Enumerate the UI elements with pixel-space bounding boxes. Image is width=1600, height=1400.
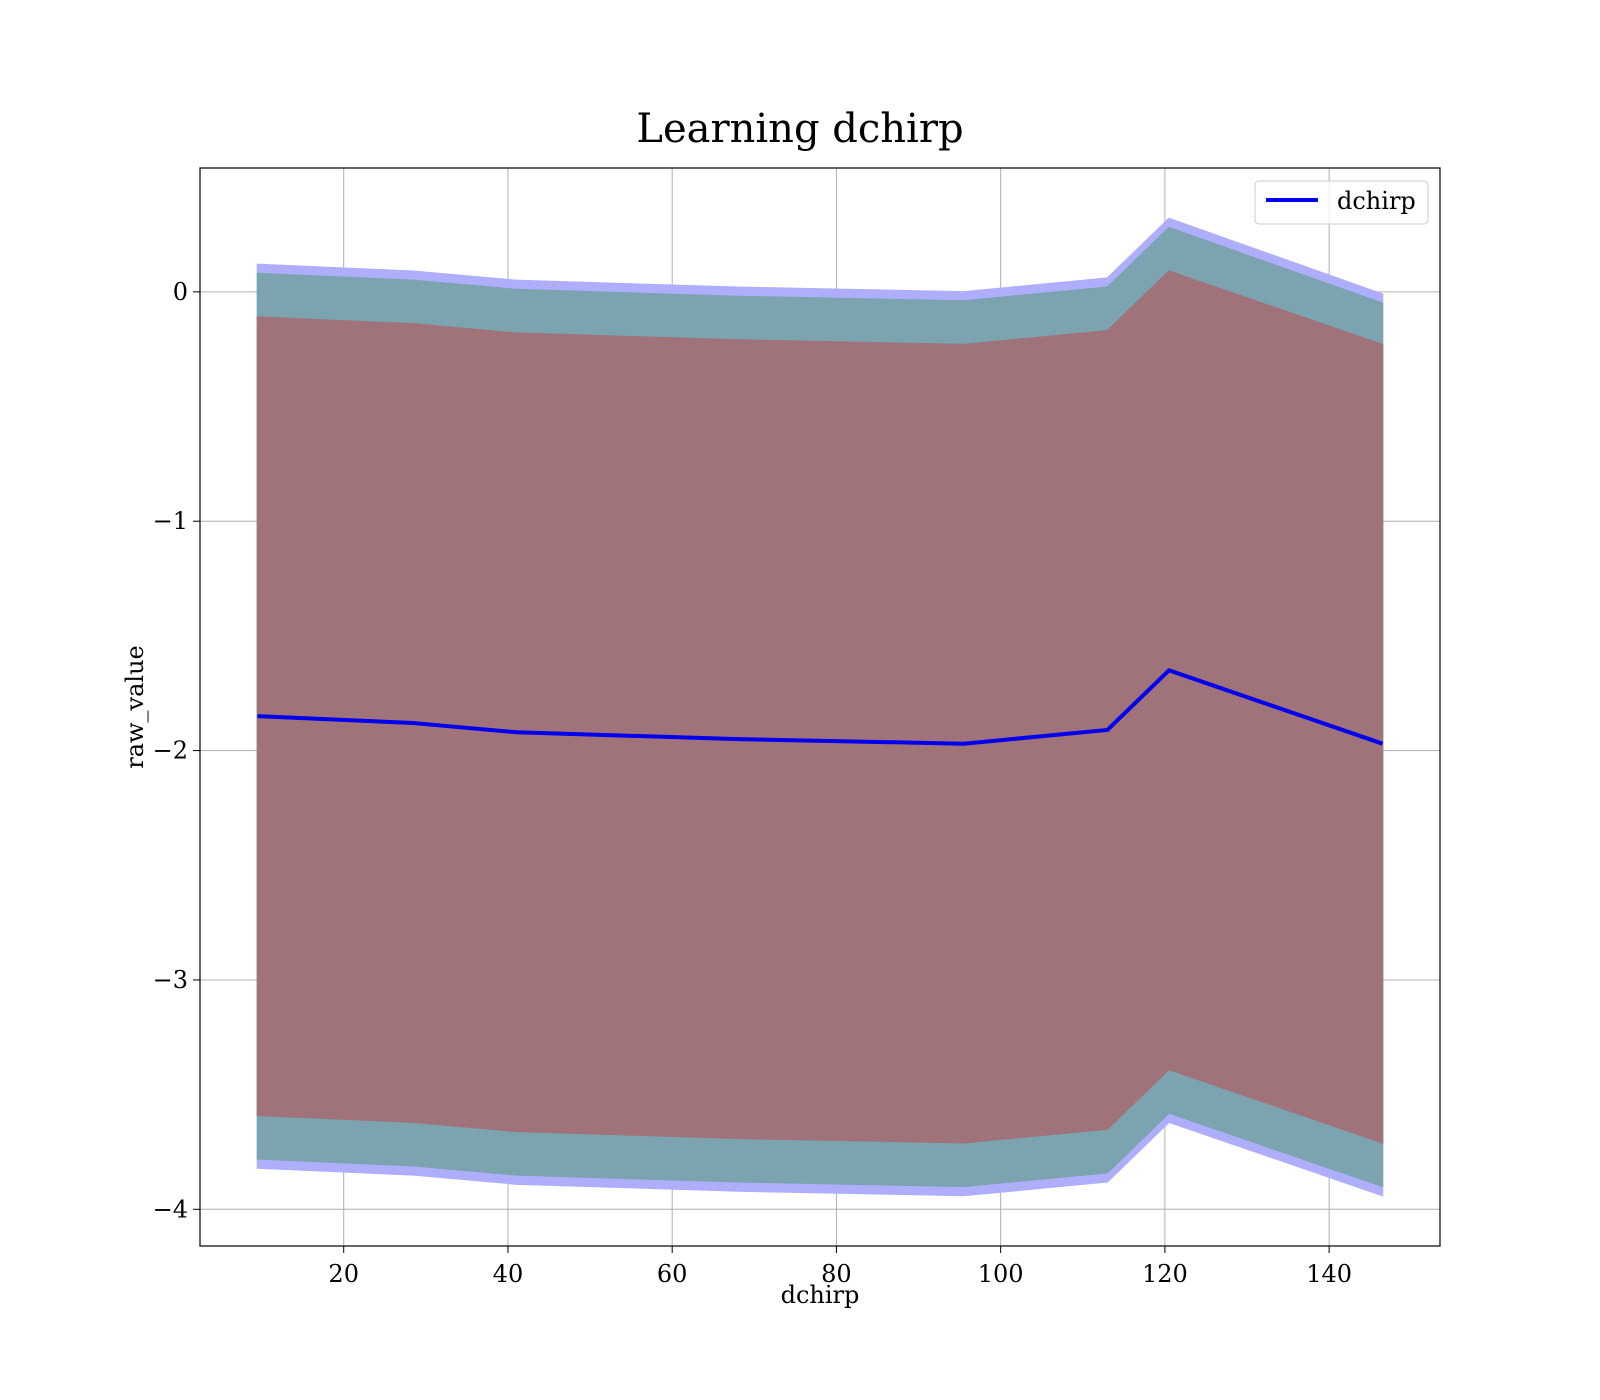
confidence-bands — [256, 217, 1384, 1197]
y-tick-label: −4 — [153, 1195, 188, 1223]
confidence-band-3 — [256, 270, 1384, 1144]
x-tick-label: 100 — [978, 1260, 1024, 1288]
plot-frame — [199, 167, 1441, 1247]
x-tick-label: 20 — [328, 1260, 359, 1288]
x-axis-label: dchirp — [781, 1281, 860, 1309]
x-tick-label: 60 — [657, 1260, 688, 1288]
legend-box — [1254, 180, 1429, 225]
legend: dchirp — [1254, 180, 1429, 225]
x-tick-label: 40 — [493, 1260, 524, 1288]
series-line — [257, 668, 1384, 746]
y-tick-label: 0 — [173, 278, 188, 306]
x-tick-label: 120 — [1142, 1260, 1188, 1288]
axis-ticks: 20 40 60 80 100 120 140 0 −1 −2 −3 −4 — [153, 278, 1352, 1288]
y-tick-label: −2 — [153, 737, 188, 765]
legend-label: dchirp — [1337, 187, 1416, 215]
series-lines — [257, 668, 1384, 746]
x-tick-label: 140 — [1306, 1260, 1352, 1288]
x-tick-label: 80 — [821, 1260, 852, 1288]
y-tick-label: −3 — [153, 966, 188, 994]
chart-title: Learning dchirp — [636, 106, 963, 152]
y-tick-label: −1 — [153, 507, 188, 535]
y-axis-label: raw_value — [121, 645, 149, 769]
